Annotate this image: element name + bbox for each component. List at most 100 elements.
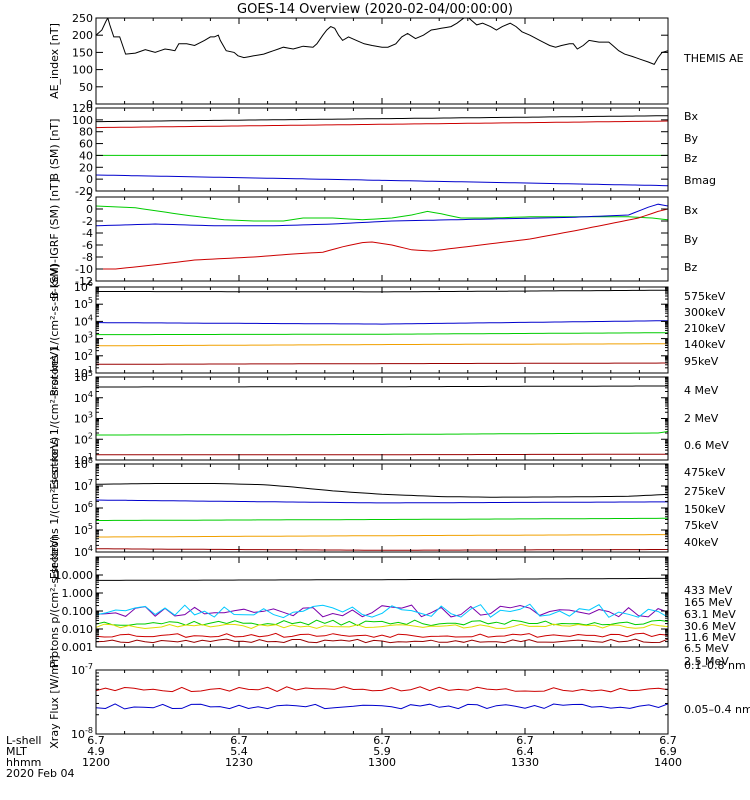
series-line-0-05-0-4-nm: [96, 703, 668, 710]
y-tick-label: 106: [74, 500, 93, 515]
panel-frame: [95, 463, 669, 553]
y-tick-label: 103: [74, 331, 93, 346]
legend-entry: Bx: [684, 204, 699, 217]
legend-entry: 275keV: [684, 485, 726, 498]
tick-base: 10: [74, 458, 88, 471]
series-group: [96, 577, 668, 644]
tick-exponent: 5: [88, 296, 93, 305]
legend-entry: 6.5 MeV: [684, 642, 729, 655]
y-axis-label: Electrons 1/(cm²-s-sr-keV): [48, 437, 61, 579]
tick-base: 10: [74, 546, 88, 559]
y-tick-label: 108: [74, 456, 93, 471]
legend-entry: By: [684, 132, 699, 145]
tick-base: 10: [74, 480, 88, 493]
y-tick-label: 120: [72, 102, 93, 115]
series-line-6-5-mev: [96, 604, 668, 618]
tick-exponent: 4: [88, 390, 93, 399]
y-tick-label: 0: [86, 203, 93, 216]
panel-frame: [95, 17, 669, 105]
footer-mlt-value: 5.4: [230, 745, 248, 758]
y-tick-label: 101: [74, 365, 93, 380]
y-tick-label: 2: [86, 191, 93, 204]
panel-frame: [95, 669, 669, 735]
tick-exponent: 4: [88, 313, 93, 322]
x-axis: [95, 197, 669, 281]
x-axis: [95, 18, 669, 104]
tick-base: 10: [74, 524, 88, 537]
series-line-575kev: [96, 362, 668, 365]
tick-base: 10: [74, 413, 88, 426]
footer-mlt-value: 6.9: [659, 745, 677, 758]
footer-lshell-value: 6.7: [373, 734, 391, 747]
x-axis: [95, 287, 669, 373]
tick-base: 10: [74, 333, 88, 346]
figure-title: GOES-14 Overview (2020-02-04/00:00:00): [237, 2, 513, 17]
legend-entry: 475keV: [684, 466, 726, 479]
y-tick-label: -2: [82, 215, 93, 228]
footer-lshell-value: 6.7: [87, 734, 105, 747]
series-group: [96, 385, 668, 456]
footer-hhmm-value: 1400: [654, 756, 682, 769]
tick-exponent: 8: [88, 456, 93, 465]
y-axis-label: Xray Flux [W/m²]: [48, 655, 61, 748]
y-tick-label: -6: [82, 239, 93, 252]
series-line-63-1-mev: [96, 623, 668, 630]
tick-exponent: 5: [88, 369, 93, 378]
legend: 0.1–0.8 nm 0.05–0.4 nm: [684, 659, 750, 716]
x-axis: [95, 377, 669, 460]
footer-mlt-value: 5.9: [373, 745, 391, 758]
legend: THEMIS AE: [683, 52, 744, 65]
x-axis: [95, 670, 669, 734]
legend: 475keV 275keV 150keV 75keV 40keV: [684, 466, 726, 549]
series-group: [96, 289, 668, 365]
y-tick-label: -10: [75, 263, 93, 276]
y-tick-label: -12: [75, 275, 93, 288]
legend: Bx By Bz Bmag: [684, 110, 716, 187]
legend-entry: 30.6 MeV: [684, 620, 736, 633]
y-tick-label: 150: [72, 46, 93, 59]
y-axis-label: Protons 1/(cm²-s-sr-keV): [48, 264, 61, 397]
legend-entry: 4 MeV: [684, 384, 719, 397]
legend-entry: 300keV: [684, 306, 726, 319]
series-line-bz: [96, 208, 668, 270]
y-tick-label: 103: [74, 411, 93, 426]
legend-entry: Bx: [684, 110, 699, 123]
tick-base: 10: [71, 728, 85, 741]
series-line-by: [96, 205, 668, 222]
y-axis: -12-10-8-6-4-202: [75, 191, 668, 288]
footer-hhmm-value: 1230: [225, 756, 253, 769]
y-tick-label: 102: [74, 348, 93, 363]
y-tick-label: 104: [74, 313, 93, 328]
panel-frame: [95, 556, 669, 648]
series-line-bx: [96, 203, 668, 227]
y-tick-label: 104: [74, 544, 93, 559]
y-tick-label: 0: [86, 173, 93, 186]
y-tick-label: 0.001: [62, 641, 94, 654]
tick-base: 10: [74, 433, 88, 446]
tick-exponent: 1: [88, 452, 93, 461]
series-line-75kev: [96, 499, 668, 504]
panel-1: 0 50 100 150 200 250 AE_index [nT] THEMIS AE: [48, 12, 744, 111]
series-line-themis-ae: [96, 18, 668, 66]
legend-entry: THEMIS AE: [683, 52, 744, 65]
footer-lshell-value: 6.7: [659, 734, 677, 747]
y-axis: 10-810-7: [71, 662, 668, 741]
legend-entry: 140keV: [684, 338, 726, 351]
panel-frame: [95, 286, 669, 374]
x-axis: [95, 557, 669, 647]
series-line-bmag: [96, 115, 668, 123]
y-tick-label: 0: [86, 98, 93, 111]
footer-row-label: L-shell: [6, 734, 42, 747]
series-line-300kev: [96, 343, 668, 347]
y-tick-label: 40: [79, 149, 93, 162]
